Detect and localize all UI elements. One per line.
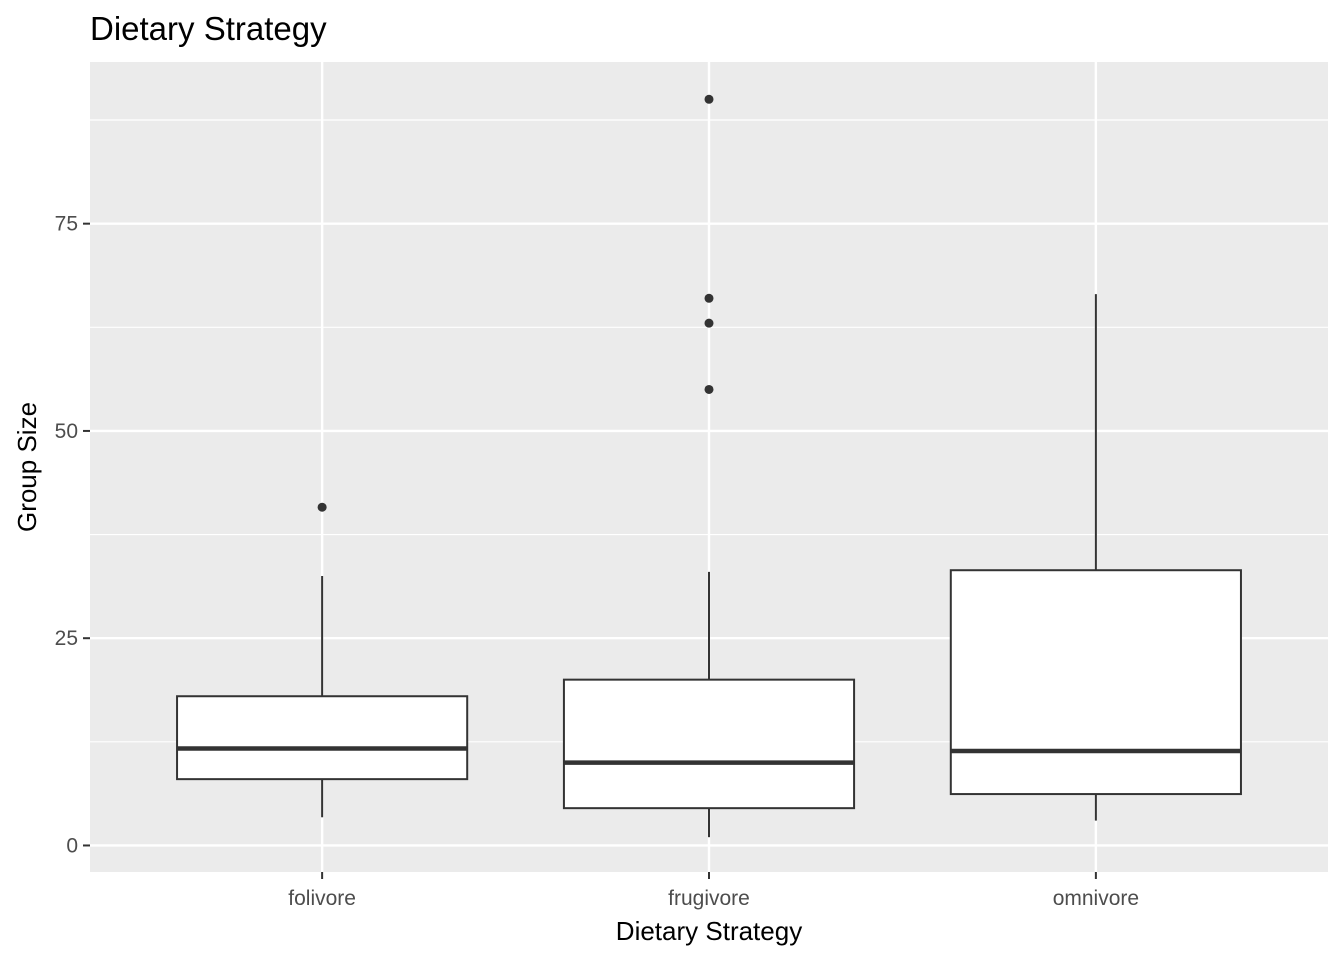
y-axis-title: Group Size (12, 402, 42, 532)
x-axis-title: Dietary Strategy (616, 916, 802, 946)
y-tick-label: 25 (55, 627, 78, 650)
box-iqr (176, 695, 469, 781)
outlier-point (704, 94, 714, 104)
box-omnivore (949, 294, 1242, 821)
boxes-layer (176, 94, 1242, 838)
y-tick-label: 0 (66, 834, 78, 857)
box-iqr (562, 678, 856, 810)
x-tick-label: omnivore (1053, 887, 1139, 910)
outlier-point (317, 502, 327, 512)
x-axis: folivore frugivore omnivore (288, 872, 1139, 910)
y-tick-label: 75 (55, 213, 78, 236)
box-folivore (176, 502, 469, 818)
box-frugivore (562, 94, 856, 838)
y-tick-label: 50 (55, 420, 78, 443)
box-iqr (949, 569, 1242, 796)
y-axis: 0 25 50 75 (55, 213, 90, 857)
chart-title: Dietary Strategy (90, 10, 327, 47)
x-tick-label: frugivore (668, 887, 750, 910)
outlier-point (704, 318, 714, 328)
outlier-point (704, 384, 714, 394)
outlier-point (704, 293, 714, 303)
x-tick-label: folivore (288, 887, 356, 910)
